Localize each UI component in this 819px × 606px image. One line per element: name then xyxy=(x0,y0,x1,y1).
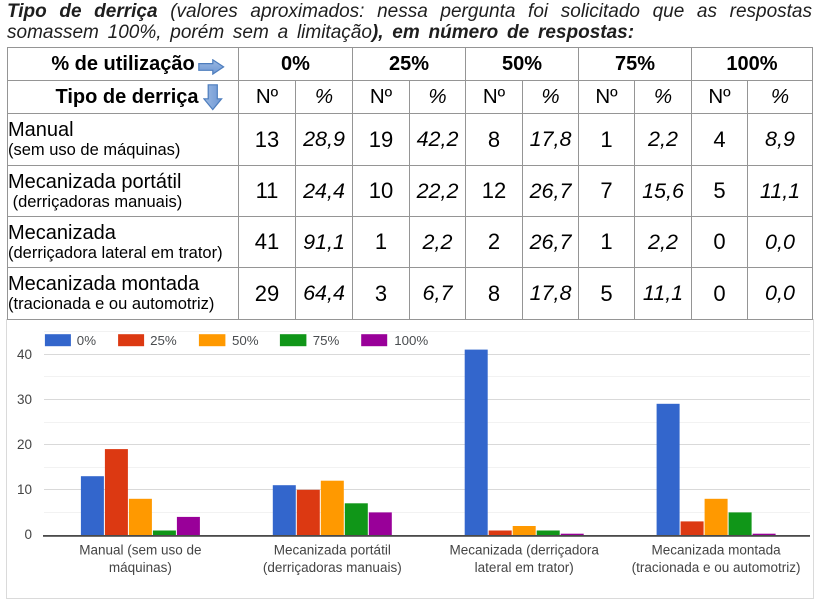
svg-text:Mecanizada (derriçadora: Mecanizada (derriçadora xyxy=(450,543,600,558)
svg-text:25%: 25% xyxy=(150,333,177,348)
svg-text:50%: 50% xyxy=(232,333,259,348)
svg-text:10: 10 xyxy=(17,482,32,497)
svg-text:40: 40 xyxy=(17,347,32,362)
svg-text:(derriçadoras manuais): (derriçadoras manuais) xyxy=(263,560,402,575)
svg-text:30: 30 xyxy=(17,392,32,407)
svg-text:lateral em trator): lateral em trator) xyxy=(475,560,574,575)
svg-text:0%: 0% xyxy=(77,333,96,348)
svg-text:Mecanizada montada: Mecanizada montada xyxy=(652,543,782,558)
svg-text:máquinas): máquinas) xyxy=(109,560,172,575)
svg-text:20: 20 xyxy=(17,437,32,452)
svg-text:0: 0 xyxy=(24,527,32,542)
svg-text:100%: 100% xyxy=(394,333,428,348)
svg-text:75%: 75% xyxy=(313,333,340,348)
svg-text:Mecanizada portátil: Mecanizada portátil xyxy=(274,543,391,558)
svg-text:(tracionada e ou automotriz): (tracionada e ou automotriz) xyxy=(632,560,801,575)
svg-text:Manual (sem uso de: Manual (sem uso de xyxy=(79,543,201,558)
